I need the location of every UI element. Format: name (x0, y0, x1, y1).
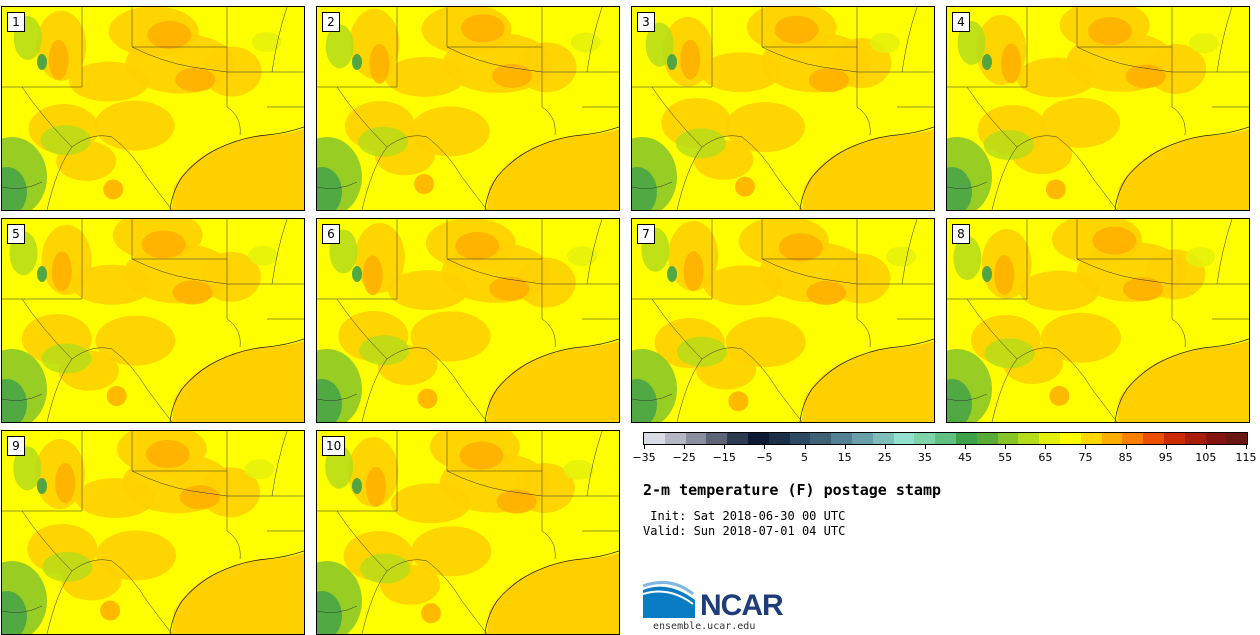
ncar-wordmark: NCAR (700, 589, 784, 622)
colorbar-tick-label: −15 (712, 451, 736, 464)
colorbar-swatch (768, 433, 790, 444)
temperature-map (2, 7, 304, 210)
colorbar-swatch (1059, 433, 1081, 444)
member-number-label: 7 (637, 224, 655, 244)
colorbar-ticks: −35 −25 −15 −5 5 15 25 35 45 55 65 75 85 95 105 115 (632, 445, 1257, 467)
ensemble-member-panel: 7 (631, 218, 935, 423)
colorbar-tick-label: 5 (801, 451, 809, 464)
logo-url: ensemble.ucar.edu (653, 621, 756, 632)
member-number-label: 2 (322, 12, 340, 32)
colorbar-tick (1165, 445, 1167, 449)
colorbar-tick-label: 95 (1158, 451, 1173, 464)
colorbar-tick (1125, 445, 1127, 449)
ensemble-member-panel: 9 (1, 430, 305, 635)
colorbar-tick (1246, 445, 1247, 449)
colorbar-tick-label: 25 (877, 451, 892, 464)
colorbar-swatch (1143, 433, 1164, 444)
colorbar-swatch (644, 433, 665, 444)
temperature-map (2, 431, 304, 634)
colorbar-swatch (997, 433, 1019, 444)
colorbar-swatch (893, 433, 915, 444)
map-title: 2-m temperature (F) postage stamp (643, 481, 942, 499)
temperature-map (317, 7, 619, 210)
ensemble-member-panel: 1 (1, 6, 305, 211)
colorbar-tick-label: 115 (1235, 451, 1257, 464)
colorbar-swatch (810, 433, 832, 444)
colorbar-tick-label: −35 (632, 451, 656, 464)
colorbar-swatch (685, 433, 707, 444)
colorbar-tick-label: 105 (1195, 451, 1217, 464)
colorbar-swatch (1039, 433, 1060, 444)
colorbar-tick (644, 445, 645, 449)
colorbar-swatch (935, 433, 956, 444)
init-time: Init: Sat 2018-06-30 00 UTC (643, 509, 846, 523)
colorbar-tick-label: −5 (756, 451, 773, 464)
colorbar-tick (804, 445, 806, 449)
colorbar-tick (1005, 445, 1007, 449)
ensemble-member-panel: 2 (316, 6, 620, 211)
member-number-label: 4 (952, 12, 970, 32)
ensemble-member-panel: 4 (946, 6, 1250, 211)
colorbar-tick (684, 445, 686, 449)
colorbar-swatch (706, 433, 728, 444)
member-number-label: 1 (7, 12, 25, 32)
colorbar-swatch (1101, 433, 1123, 444)
member-number-label: 9 (7, 436, 25, 456)
colorbar-swatch (831, 433, 852, 444)
colorbar-swatch (1226, 433, 1248, 444)
temperature-map (632, 7, 934, 210)
colorbar-swatch (789, 433, 811, 444)
colorbar-swatch (976, 433, 998, 444)
member-number-label: 10 (322, 436, 346, 456)
member-number-label: 3 (637, 12, 655, 32)
colorbar-swatch (872, 433, 894, 444)
colorbar-tick (1085, 445, 1087, 449)
colorbar-swatch (1163, 433, 1185, 444)
colorbar-tick (764, 445, 766, 449)
ensemble-member-panel: 5 (1, 218, 305, 423)
colorbar-tick-label: 85 (1118, 451, 1133, 464)
ensemble-member-panel: 8 (946, 218, 1250, 423)
temperature-colorbar (643, 432, 1248, 445)
colorbar-tick (1205, 445, 1207, 449)
colorbar-swatch (914, 433, 936, 444)
colorbar-tick-label: 75 (1078, 451, 1093, 464)
valid-time: Valid: Sun 2018-07-01 04 UTC (643, 524, 846, 538)
colorbar-tick (1045, 445, 1047, 449)
colorbar-tick-label: 55 (998, 451, 1013, 464)
colorbar-tick (884, 445, 886, 449)
temperature-map (947, 7, 1249, 210)
colorbar-swatch (664, 433, 686, 444)
colorbar-tick (924, 445, 926, 449)
colorbar-tick (724, 445, 726, 449)
ensemble-member-panel: 6 (316, 218, 620, 423)
colorbar-swatch (727, 433, 748, 444)
temperature-map (317, 431, 619, 634)
colorbar-tick-label: 45 (958, 451, 973, 464)
colorbar-swatch (1122, 433, 1144, 444)
ensemble-member-panel: 10 (316, 430, 620, 635)
ensemble-member-panel: 3 (631, 6, 935, 211)
colorbar-tick-label: 35 (917, 451, 932, 464)
member-number-label: 6 (322, 224, 340, 244)
colorbar-swatch (1184, 433, 1206, 444)
colorbar-swatch (955, 433, 977, 444)
temperature-map (947, 219, 1249, 422)
member-number-label: 8 (952, 224, 970, 244)
ncar-logo-icon (643, 580, 695, 618)
colorbar-tick (844, 445, 846, 449)
temperature-map (632, 219, 934, 422)
colorbar-swatch (747, 433, 769, 444)
colorbar-swatch (851, 433, 873, 444)
colorbar-tick-label: −25 (672, 451, 696, 464)
colorbar-swatch (1018, 433, 1040, 444)
colorbar-tick-label: 15 (837, 451, 852, 464)
member-number-label: 5 (7, 224, 25, 244)
colorbar-swatch (1205, 433, 1227, 444)
temperature-map (317, 219, 619, 422)
colorbar-swatch (1080, 433, 1102, 444)
colorbar-tick-label: 65 (1038, 451, 1053, 464)
colorbar-tick (965, 445, 967, 449)
temperature-map (2, 219, 304, 422)
